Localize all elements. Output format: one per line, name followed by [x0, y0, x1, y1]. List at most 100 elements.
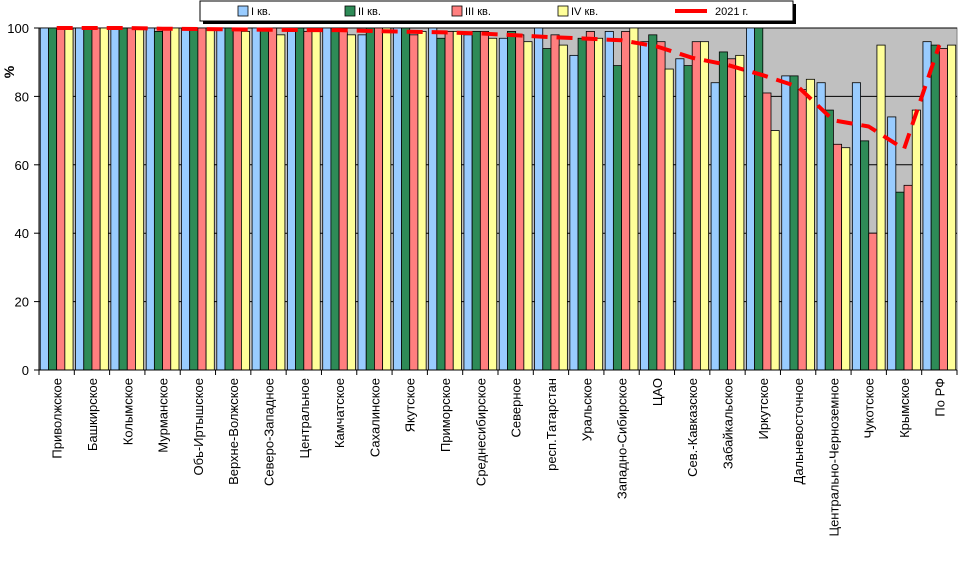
x-category-label: респ.Татарстан [544, 378, 559, 471]
bar [99, 27, 109, 371]
bar [56, 27, 66, 371]
legend-label: II кв. [358, 6, 381, 18]
bar [452, 31, 462, 371]
y-axis-label: % [1, 65, 17, 78]
y-tick-label: 60 [15, 158, 29, 173]
bar [276, 34, 286, 371]
bar [75, 27, 85, 371]
y-tick-label: 0 [22, 363, 29, 378]
x-category-label: Обь-Иртышское [191, 378, 206, 475]
bar [781, 75, 791, 371]
legend-swatch [344, 5, 356, 17]
legend-label: III кв. [465, 6, 491, 18]
x-category-label: Сев.-Кавказское [685, 378, 700, 477]
bar [181, 27, 191, 371]
legend-label: IV кв. [571, 6, 598, 18]
x-category-label: Колымское [120, 378, 135, 445]
bar [683, 65, 693, 371]
bar [153, 31, 163, 371]
bar [374, 27, 384, 371]
x-category-label: Северное [509, 378, 524, 437]
legend-label: I кв. [251, 6, 271, 18]
bar [824, 109, 834, 371]
bar [346, 34, 356, 371]
bar [322, 27, 332, 371]
x-category-labels: Приволжское Башкирское Колымское Мурманское… [50, 378, 948, 537]
x-category-label: Среднесибирское [473, 378, 488, 486]
bar [604, 31, 614, 371]
bar [251, 27, 261, 371]
bar [417, 31, 427, 371]
bar [83, 27, 93, 371]
bar [727, 58, 737, 371]
bar [170, 27, 180, 371]
bar [287, 31, 297, 371]
bar [39, 27, 49, 371]
x-category-label: Центральное [297, 378, 312, 458]
bar [833, 143, 843, 371]
bar [216, 27, 226, 371]
legend-swatch [557, 5, 569, 17]
bar [664, 68, 674, 371]
x-category-label: Забайкальское [721, 378, 736, 469]
bar [224, 27, 234, 371]
x-category-label: Мурманское [156, 378, 171, 453]
bar [126, 27, 136, 371]
bar [816, 82, 826, 371]
legend-label: 2021 г. [715, 6, 748, 18]
bar [841, 147, 851, 371]
x-category-label: Центрально-Черноземное [826, 378, 841, 537]
bar [64, 27, 74, 371]
bar [463, 34, 473, 371]
bar [930, 44, 940, 371]
bar [259, 27, 269, 371]
bar [699, 41, 709, 371]
x-category-label: Западно-Сибирское [615, 378, 630, 499]
bar [189, 27, 199, 371]
bar [507, 31, 517, 371]
bar [488, 37, 498, 371]
bar [691, 41, 701, 371]
bar [205, 27, 215, 371]
bar [534, 27, 544, 371]
bar [145, 27, 155, 371]
x-category-label: Крымское [897, 378, 912, 438]
bar [311, 31, 321, 371]
bar [523, 41, 533, 371]
bar [382, 27, 392, 371]
bar [938, 48, 948, 371]
x-category-label: Иркутское [756, 378, 771, 440]
bar [330, 27, 340, 371]
bar [746, 27, 756, 371]
x-category-label: Приволжское [50, 378, 65, 459]
bar [805, 78, 815, 371]
legend: I кв. II кв. III кв. IV кв. 2021 г. [199, 0, 796, 24]
bar [718, 51, 728, 371]
bar [594, 37, 604, 371]
bar [162, 27, 172, 371]
bar [612, 65, 622, 371]
bar [48, 27, 58, 371]
bar [911, 109, 921, 371]
bar [558, 44, 568, 371]
bar [710, 82, 720, 371]
bar [947, 44, 957, 371]
bar [735, 54, 745, 371]
bar [303, 31, 313, 371]
bar [860, 140, 870, 371]
x-category-label: Чукотское [862, 378, 877, 439]
bar [903, 184, 913, 371]
bar [471, 31, 481, 371]
bar [577, 37, 587, 371]
bar [895, 191, 905, 371]
bar [135, 27, 145, 371]
bar [868, 232, 878, 371]
y-tick-label: 40 [15, 226, 29, 241]
y-tick-label: 100 [7, 21, 29, 36]
bar [629, 27, 639, 371]
x-category-label: По РФ [932, 378, 947, 417]
bar [515, 34, 525, 371]
legend-swatch [237, 5, 249, 17]
bar [197, 27, 207, 371]
bar [656, 41, 666, 371]
